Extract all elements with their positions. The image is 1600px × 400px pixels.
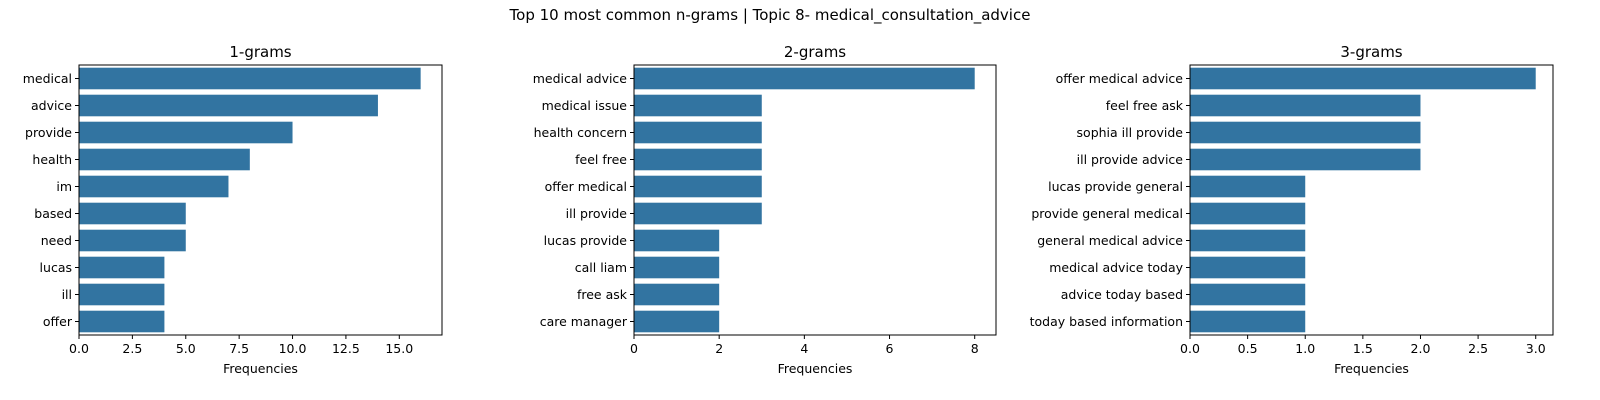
y-tick-label: provide <box>25 125 72 140</box>
bar <box>1190 202 1306 225</box>
x-tick-label: 15.0 <box>385 341 413 356</box>
y-tick-label: free ask <box>577 287 628 302</box>
y-tick-label: health concern <box>534 125 627 140</box>
y-tick-label: advice today based <box>1061 287 1183 302</box>
x-tick-label: 1.5 <box>1353 341 1373 356</box>
bar <box>1190 94 1421 117</box>
x-tick-label: 3.0 <box>1526 341 1546 356</box>
y-tick-label: ill provide <box>566 206 628 221</box>
y-tick-label: offer medical <box>545 179 627 194</box>
bar <box>79 148 250 171</box>
x-tick-label: 5.0 <box>176 341 196 356</box>
bar <box>79 175 229 198</box>
bar <box>634 148 762 171</box>
x-tick-label: 4 <box>800 341 808 356</box>
bar <box>634 202 762 225</box>
bar <box>634 256 720 279</box>
bar <box>1190 310 1306 333</box>
y-tick-label: lucas provide <box>544 233 628 248</box>
bar <box>1190 175 1306 198</box>
axes-frame <box>1189 64 1554 336</box>
x-tick-label: 12.5 <box>332 341 360 356</box>
panel-title: 2-grams <box>784 43 846 61</box>
x-tick-label: 6 <box>886 341 894 356</box>
y-tick-label: ill <box>62 287 72 302</box>
y-tick-label: medical advice <box>533 71 628 86</box>
x-tick-label: 2.5 <box>122 341 142 356</box>
bar <box>1190 283 1306 306</box>
y-tick-label: feel free ask <box>1106 98 1184 113</box>
y-tick-label: feel free <box>575 152 627 167</box>
y-tick-label: offer medical advice <box>1056 71 1184 86</box>
x-tick-label: 7.5 <box>229 341 249 356</box>
x-tick-label: 0.0 <box>69 341 89 356</box>
bar <box>1190 67 1536 90</box>
x-axis-label: Frequencies <box>778 361 853 376</box>
y-tick-label: health <box>32 152 72 167</box>
y-tick-label: call liam <box>575 260 627 275</box>
x-tick-label: 2.0 <box>1411 341 1431 356</box>
x-axis-label: Frequencies <box>1334 361 1409 376</box>
panel-title: 3-grams <box>1340 43 1402 61</box>
x-tick-label: 2 <box>715 341 723 356</box>
bar <box>634 175 762 198</box>
y-tick-label: ill provide advice <box>1077 152 1184 167</box>
bar <box>634 67 975 90</box>
y-tick-label: provide general medical <box>1031 206 1183 221</box>
bar <box>79 256 165 279</box>
bar <box>79 229 186 252</box>
x-tick-label: 0.5 <box>1238 341 1258 356</box>
y-tick-label: medical advice today <box>1049 260 1183 275</box>
y-tick-label: today based information <box>1030 314 1183 329</box>
x-tick-label: 0.0 <box>1180 341 1200 356</box>
y-tick-label: sophia ill provide <box>1077 125 1184 140</box>
bar <box>634 121 762 144</box>
y-tick-label: need <box>41 233 72 248</box>
bar <box>1190 229 1306 252</box>
y-tick-label: medical issue <box>542 98 628 113</box>
y-tick-label: care manager <box>540 314 628 329</box>
bar <box>634 283 720 306</box>
bar <box>79 283 165 306</box>
bar <box>1190 148 1421 171</box>
bar <box>634 94 762 117</box>
y-tick-label: general medical advice <box>1037 233 1183 248</box>
panel-title: 1-grams <box>229 43 291 61</box>
x-tick-label: 1.0 <box>1295 341 1315 356</box>
bar <box>79 121 293 144</box>
bar <box>634 310 720 333</box>
x-tick-label: 10.0 <box>279 341 307 356</box>
y-tick-label: lucas provide general <box>1048 179 1183 194</box>
figure-title: Top 10 most common n-grams | Topic 8- me… <box>509 6 1031 25</box>
bar <box>79 310 165 333</box>
y-tick-label: advice <box>31 98 72 113</box>
y-tick-label: offer <box>43 314 73 329</box>
axes-frame <box>633 64 997 336</box>
x-tick-label: 8 <box>971 341 979 356</box>
bar <box>79 67 421 90</box>
panel-2: 2-grams medical advice medical issue health… <box>533 43 997 376</box>
bar <box>79 94 378 117</box>
panel-1: 1-grams medical advice provide health im based… <box>23 43 443 376</box>
y-tick-label: im <box>56 179 72 194</box>
y-tick-label: based <box>34 206 72 221</box>
x-tick-label: 0 <box>630 341 638 356</box>
bar <box>1190 121 1421 144</box>
x-axis-label: Frequencies <box>223 361 298 376</box>
panel-3: 3-grams offer medical advice feel free ask… <box>1030 43 1554 376</box>
bar <box>634 229 720 252</box>
bar <box>1190 256 1306 279</box>
axes-frame <box>78 64 443 336</box>
bar <box>79 202 186 225</box>
y-tick-label: lucas <box>40 260 72 275</box>
y-tick-label: medical <box>23 71 72 86</box>
x-tick-label: 2.5 <box>1468 341 1488 356</box>
